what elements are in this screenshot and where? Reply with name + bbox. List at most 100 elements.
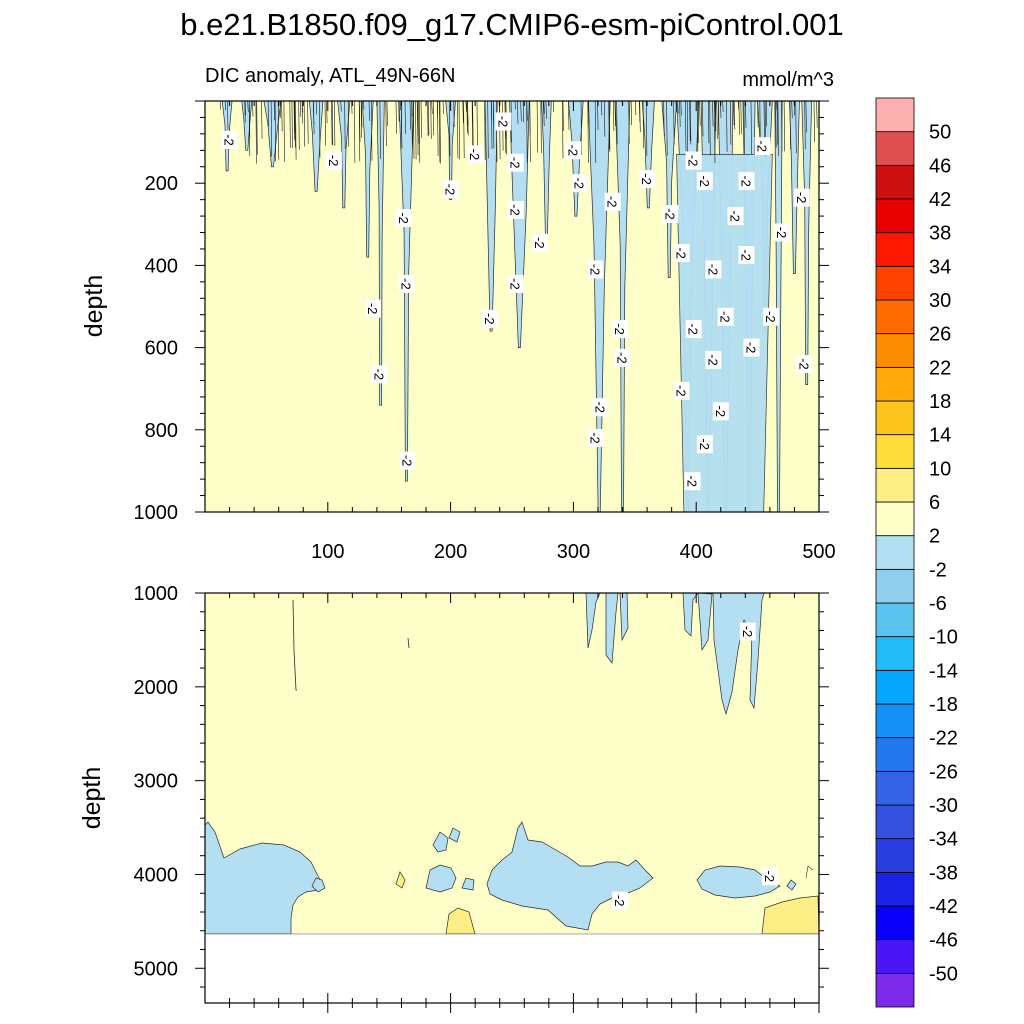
colorbar-label: 42 (929, 189, 951, 211)
colorbar-label: -30 (929, 795, 958, 817)
bottom-contour-label: -2 (739, 622, 756, 641)
label-box (592, 398, 609, 417)
contour-label-text: -2 (705, 354, 720, 366)
bottom-upper-region-2 (605, 593, 619, 664)
y-tick-label: 600 (145, 338, 178, 360)
surface-contour-line (379, 101, 381, 159)
label-box (398, 274, 415, 293)
colorbar-box (875, 131, 915, 166)
colorbar-label: 50 (929, 122, 951, 144)
label-box (614, 348, 631, 367)
colorbar-label: -46 (929, 930, 958, 952)
surface-contour-line (777, 101, 779, 157)
surface-contour-line (256, 101, 258, 155)
top-contour-label: -2 (712, 402, 729, 421)
surface-contour-line (298, 101, 300, 150)
surface-contour-line (604, 101, 606, 137)
surface-contour-line (219, 101, 221, 110)
label-box (727, 207, 744, 226)
label-box (495, 112, 512, 131)
surface-contour-line (816, 101, 818, 128)
surface-contour-line (247, 101, 249, 113)
surface-contour-line (252, 101, 254, 117)
surface-contour-line (789, 101, 791, 150)
colorbar-box (875, 265, 915, 301)
surface-contour-line (418, 101, 421, 163)
bottom-deep-blob-6 (786, 879, 797, 891)
top-contour-label: -2 (705, 350, 722, 369)
surface-contour-line (439, 101, 441, 164)
contour-label-text: -2 (697, 438, 712, 450)
label-box (761, 867, 778, 886)
label-box (565, 141, 582, 160)
colorbar-label: 10 (929, 458, 951, 480)
contour-label-text: -2 (588, 264, 603, 276)
surface-contour-line (244, 101, 246, 116)
surface-contour-line (411, 101, 413, 117)
contour-label-text: -2 (674, 247, 689, 259)
surface-contour-line (804, 101, 806, 150)
surface-contour-line (458, 101, 460, 160)
top-plume-7 (376, 101, 385, 406)
surface-contour-line (562, 101, 564, 132)
surface-contour-line (536, 101, 538, 153)
surface-contour-line (347, 101, 350, 147)
surface-contour-line (399, 101, 401, 111)
top-plume-24 (789, 101, 800, 274)
surface-contour-line (594, 101, 597, 163)
top-contour-label: -2 (399, 451, 416, 470)
contour-label-text: -2 (588, 432, 603, 444)
contour-label-text: -2 (222, 134, 237, 146)
contour-label-text: -2 (763, 311, 778, 323)
contour-label-text: -2 (371, 369, 386, 381)
label-box (738, 246, 755, 265)
surface-contour-line (663, 101, 665, 136)
bottom-deep-blob-4 (461, 877, 475, 891)
contour-label-text: -2 (705, 264, 720, 276)
surface-contour-line (646, 101, 648, 157)
surface-contour-line (289, 101, 291, 148)
surface-contour-line (227, 101, 229, 130)
surface-contour-line (805, 101, 807, 133)
bottom-panel-frame (204, 592, 820, 1004)
bottom-no-data-region (205, 934, 819, 1003)
x-tick-label: 300 (557, 541, 590, 563)
surface-contour-line (307, 101, 309, 144)
surface-contour-line (427, 101, 429, 137)
surface-contour-line (740, 101, 742, 134)
bottom-axis-tick-labels: 1000 2000 3000 4000 5000 (134, 583, 179, 980)
surface-contour-line (522, 101, 524, 123)
label-box (705, 260, 722, 279)
surface-contour-line (487, 101, 489, 159)
label-box (696, 172, 713, 191)
contour-label-text: -2 (674, 385, 689, 397)
surface-contour-line (261, 101, 263, 139)
colorbar-label: 18 (929, 391, 951, 413)
surface-contour-line (413, 101, 415, 159)
top-panel-frame (204, 100, 820, 513)
y-tick-label: 400 (145, 255, 178, 277)
surface-contour-line (545, 101, 547, 119)
surface-contour-line (244, 101, 246, 123)
contour-label-text: -2 (686, 155, 701, 167)
contour-label-text: -2 (508, 157, 523, 169)
y-tick-label: 1000 (134, 502, 179, 524)
colorbar-box (875, 535, 915, 570)
contour-label-text: -2 (508, 278, 523, 290)
contour-label-text: -2 (396, 212, 411, 224)
surface-contour-line (526, 101, 528, 163)
colorbar-box (875, 871, 915, 907)
surface-contour-line (351, 101, 353, 114)
contour-label-text: -2 (326, 155, 341, 167)
y-tick-label: 200 (145, 173, 178, 195)
surface-contour-line (361, 101, 363, 128)
surface-contour-line (340, 101, 342, 112)
bottom-upper-region-1 (585, 593, 601, 649)
colorbar-box (875, 434, 915, 469)
surface-contour-line (776, 101, 778, 111)
top-contour-label: -2 (738, 246, 755, 265)
contour-label-text: -2 (774, 227, 789, 239)
surface-contour-line (722, 101, 724, 113)
top-plume-14 (587, 101, 611, 512)
surface-contour-line (472, 101, 474, 146)
